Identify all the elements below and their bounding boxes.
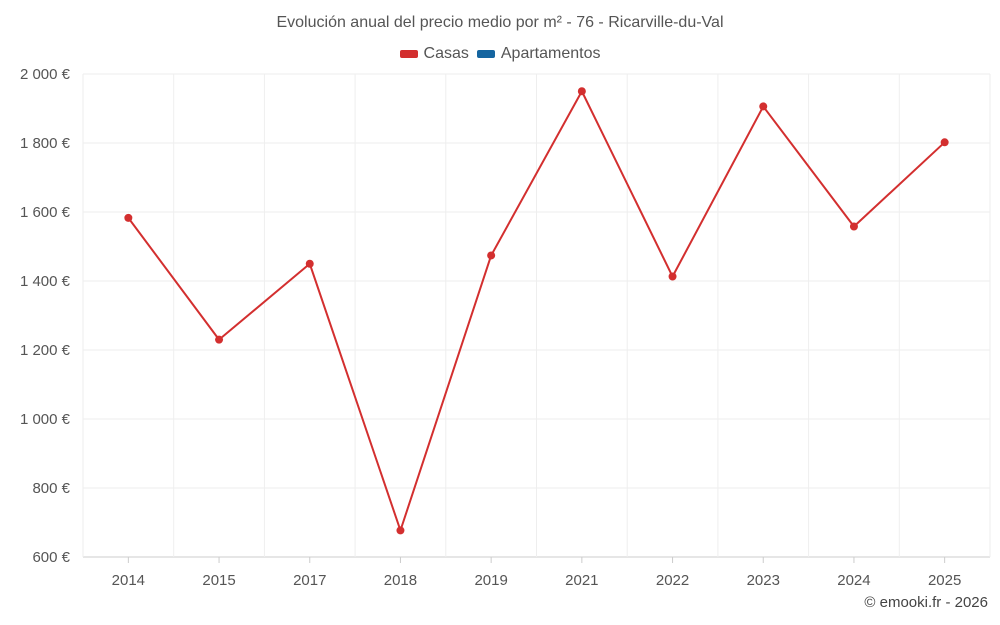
data-point — [305, 259, 314, 268]
x-tick-label: 2017 — [293, 572, 326, 589]
y-tick-label: 1 600 € — [20, 204, 71, 221]
legend-label-casas: Casas — [423, 45, 469, 62]
y-tick-label: 600 € — [32, 549, 70, 566]
legend-swatch-apartamentos — [476, 50, 495, 58]
data-point — [940, 138, 949, 147]
legend: Casas Apartamentos — [0, 45, 1000, 63]
y-tick-label: 800 € — [32, 480, 70, 497]
y-tick-label: 2 000 € — [20, 66, 71, 83]
data-point — [396, 526, 405, 535]
data-point — [487, 251, 496, 260]
y-tick-label: 1 800 € — [20, 135, 71, 152]
legend-swatch-casas — [399, 50, 418, 58]
x-tick-label: 2015 — [202, 572, 235, 589]
data-point — [577, 87, 586, 96]
data-point — [668, 272, 677, 281]
chart-title: Evolución anual del precio medio por m² … — [276, 14, 724, 31]
x-tick-label: 2022 — [656, 572, 689, 589]
y-tick-label: 1 400 € — [20, 273, 71, 290]
series-line-casas — [127, 90, 946, 532]
x-tick-label: 2019 — [474, 572, 507, 589]
x-tick-label: 2021 — [565, 572, 598, 589]
y-tick-label: 1 200 € — [20, 342, 71, 359]
legend-item-apartamentos[interactable]: Apartamentos — [476, 45, 601, 63]
data-point — [215, 335, 224, 344]
legend-label-apartamentos: Apartamentos — [500, 45, 601, 62]
credit-text: © emooki.fr - 2026 — [864, 594, 988, 611]
x-tick-label: 2018 — [384, 572, 417, 589]
data-point — [849, 222, 858, 231]
x-tick-label: 2014 — [112, 572, 145, 589]
legend-item-casas[interactable]: Casas — [399, 45, 469, 63]
data-point — [124, 213, 133, 222]
x-tick-label: 2024 — [837, 572, 870, 589]
x-tick-label: 2025 — [928, 572, 961, 589]
y-tick-label: 1 000 € — [20, 411, 71, 428]
data-point — [759, 102, 768, 111]
x-tick-label: 2023 — [747, 572, 780, 589]
